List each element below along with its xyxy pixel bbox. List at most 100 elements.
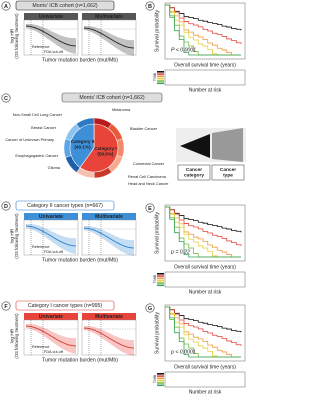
panel-title-box: [61, 92, 163, 103]
x-axis-label: Tumor mutation burden (mut/Mb): [42, 357, 118, 363]
y-axis-label: log HR: [9, 228, 15, 243]
p-value: p < 0.0001: [170, 349, 196, 355]
pie-label-line: Category I: [94, 146, 116, 151]
panel-letter: D: [4, 204, 8, 210]
risk-row-marker: [157, 379, 164, 382]
y-axis-label: Survival probability: [154, 312, 160, 354]
cancer-type-label: Breast Cancer: [31, 125, 57, 130]
panel-title: Category I cancer types (n=995): [28, 303, 103, 309]
pie-label: Category II (40.1%): [71, 139, 95, 150]
km-curve: [165, 4, 241, 56]
legend-wedge-type: [212, 128, 243, 162]
panel-letter-badge: [1, 1, 11, 11]
km-curve: [165, 206, 242, 246]
y-axis-label: Survival probability: [154, 212, 160, 254]
x-axis-label: Overall survival time (years): [174, 364, 236, 370]
km-curve: [165, 206, 241, 258]
risk-row-marker: [157, 73, 164, 75]
cutoff-label: FDA cut-off: [44, 250, 64, 254]
plot-header: [82, 313, 136, 320]
plot-header-label: Univariate: [39, 214, 63, 220]
cutoff-label: FDA cut-off: [44, 350, 64, 354]
plot-header-label: Multivariate: [95, 14, 123, 20]
risk-row-marker: [157, 384, 164, 387]
ci-band: [26, 223, 76, 254]
x-axis-label: Overall survival time (years): [174, 62, 236, 68]
y-axis-label-sub: (OS following treatment): [14, 13, 19, 59]
legend-box: [211, 164, 245, 181]
hr-curve: [25, 325, 77, 347]
plot-area: [23, 19, 79, 56]
panel-title-box: [15, 0, 115, 11]
risk-row-marker: [157, 82, 164, 85]
km-curve: [165, 206, 241, 258]
risk-row-marker: [157, 71, 164, 73]
panel-letter: A: [4, 4, 8, 10]
y-axis-label-sub: (OS following treatment): [14, 313, 19, 359]
panel-letter-badge: [1, 301, 11, 311]
panel-letter-badge: [1, 93, 11, 103]
panel-letter-badge: [145, 203, 155, 213]
plot-area: [23, 219, 79, 256]
plot-header-label: Multivariate: [95, 314, 123, 320]
legend-wedge-category: [180, 134, 210, 158]
cutoff-label: FDA cut-off: [44, 50, 64, 54]
plot-header-label: Univariate: [39, 314, 63, 320]
plot-area: [23, 319, 79, 356]
risk-row-marker: [157, 77, 164, 80]
y-axis-label: log HR: [9, 328, 15, 343]
risk-row-marker: [157, 277, 164, 280]
hr-curve: [25, 25, 77, 47]
y-axis-label: Survival probability: [154, 10, 160, 52]
ci-band: [84, 225, 134, 256]
plot-header-label: Multivariate: [95, 214, 123, 220]
panel-title-box: [15, 200, 115, 211]
cancer-type-label: Melanoma: [112, 107, 131, 112]
ci-band: [84, 325, 134, 356]
pie-slice: [79, 123, 119, 173]
panel-letter-badge: [145, 303, 155, 313]
x-axis-label: Tumor mutation burden (mut/Mb): [42, 57, 118, 63]
hr-curve: [83, 327, 135, 349]
panel-letter: G: [148, 306, 152, 312]
risk-row-marker: [157, 373, 164, 375]
cancer-type-label: Non-Small Cell Lung Cancer: [13, 112, 63, 117]
ci-band: [84, 25, 134, 56]
hr-curve: [83, 27, 135, 49]
cancer-type-label: Head and Neck Cancer: [128, 181, 169, 186]
hr-curve: [83, 227, 135, 249]
legend-box: [177, 164, 211, 181]
reference-label: Reference: [32, 245, 50, 249]
pie-label-line: Category II: [71, 139, 95, 144]
panel-letter: F: [4, 304, 8, 310]
y-axis-label-sub: (OS following treatment): [14, 213, 19, 259]
plot-header: [82, 213, 136, 220]
cancer-type-label: Bladder Cancer: [130, 126, 158, 131]
panel-letter-badge: [145, 1, 155, 11]
legend-label-line: type: [223, 173, 233, 179]
plot-header: [24, 13, 78, 20]
x-axis-label: Overall survival time (years): [174, 264, 236, 270]
legend-label: Cancer type: [220, 167, 236, 179]
plot-header: [24, 313, 78, 320]
legend-label-line: Cancer: [220, 167, 236, 173]
km-curve: [165, 306, 241, 358]
legend-label-line: Cancer: [186, 167, 202, 173]
legend-label-line: category: [184, 173, 204, 179]
p-value: p = 0.22: [170, 249, 190, 255]
plot-header: [82, 13, 136, 20]
km-curve: [165, 4, 241, 56]
strata-label: TMB: [152, 274, 157, 283]
plot-header-label: Univariate: [39, 14, 63, 20]
cancer-type-label: Esophagogastric Cancer: [15, 153, 58, 158]
panel-title-box: [15, 300, 115, 311]
panel-letter: C: [4, 96, 8, 102]
risk-row-marker: [157, 282, 164, 284]
cancer-type-label: Renal Cell Carcinoma: [128, 174, 167, 179]
risk-row-marker: [157, 273, 164, 275]
panel-title: Morris' ICB cohort (n=1,662): [32, 3, 97, 9]
risk-row-marker: [157, 275, 164, 277]
risk-row-marker: [157, 80, 164, 82]
risk-row-marker: [157, 75, 164, 78]
risk-label: Number at risk: [189, 87, 222, 93]
